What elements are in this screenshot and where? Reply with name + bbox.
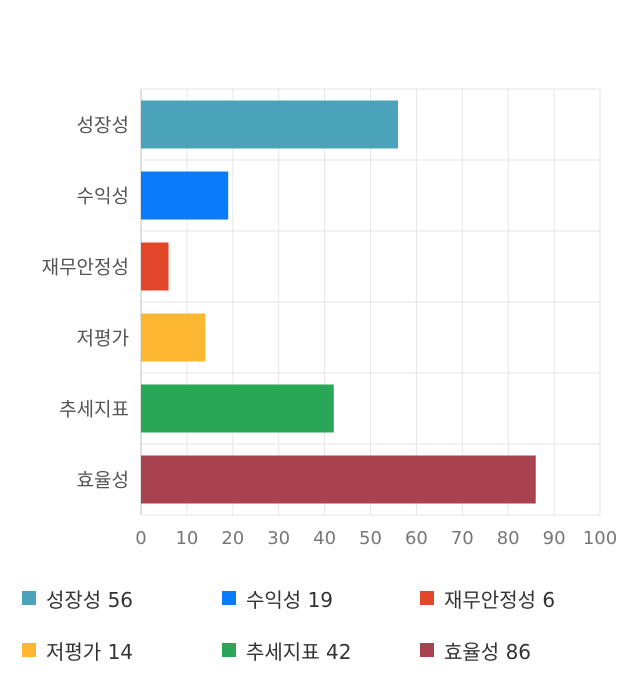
legend-swatch [22, 643, 36, 657]
bar[interactable] [141, 100, 399, 149]
legend-label: 수익성 19 [246, 587, 334, 612]
legend-item[interactable]: 추세지표 42 [222, 636, 351, 664]
y-tick-label: 재무안정성 [42, 257, 129, 279]
bar[interactable] [141, 313, 206, 362]
legend-label: 저평가 14 [46, 639, 134, 664]
legend-label: 추세지표 42 [246, 639, 352, 664]
legend-label: 재무안정성 6 [444, 587, 556, 612]
bar[interactable] [141, 242, 169, 291]
y-tick-label: 저평가 [77, 328, 129, 350]
y-tick-label: 성장성 [77, 115, 129, 137]
bar[interactable] [141, 171, 229, 220]
x-tick-label: 0 [135, 528, 146, 549]
legend-label: 성장성 56 [46, 587, 134, 612]
x-tick-label: 100 [583, 528, 617, 549]
bar[interactable] [141, 455, 536, 504]
y-tick-label: 추세지표 [59, 399, 129, 421]
legend-swatch [22, 591, 36, 605]
legend-item[interactable]: 수익성 19 [222, 584, 333, 612]
legend-item[interactable]: 재무안정성 6 [420, 584, 555, 612]
y-tick-label: 효율성 [77, 470, 129, 492]
x-tick-label: 80 [497, 528, 520, 549]
x-tick-label: 10 [175, 528, 198, 549]
legend-label: 효율성 86 [444, 639, 532, 664]
legend-swatch [420, 643, 434, 657]
x-tick-label: 90 [543, 528, 566, 549]
x-tick-label: 70 [451, 528, 474, 549]
legend-swatch [222, 643, 236, 657]
legend: 성장성 56 수익성 19 재무안정성 6 저평가 14 추세지표 42 [0, 576, 640, 686]
x-tick-label: 60 [405, 528, 428, 549]
legend-swatch [222, 591, 236, 605]
x-tick-label: 30 [267, 528, 290, 549]
legend-item[interactable]: 저평가 14 [22, 636, 133, 664]
x-tick-label: 50 [359, 528, 382, 549]
x-tick-label: 40 [313, 528, 336, 549]
legend-item[interactable]: 성장성 56 [22, 584, 133, 612]
bar[interactable] [141, 384, 334, 433]
legend-item[interactable]: 효율성 86 [420, 636, 531, 664]
x-tick-label: 20 [221, 528, 244, 549]
legend-swatch [420, 591, 434, 605]
y-tick-label: 수익성 [77, 186, 129, 208]
